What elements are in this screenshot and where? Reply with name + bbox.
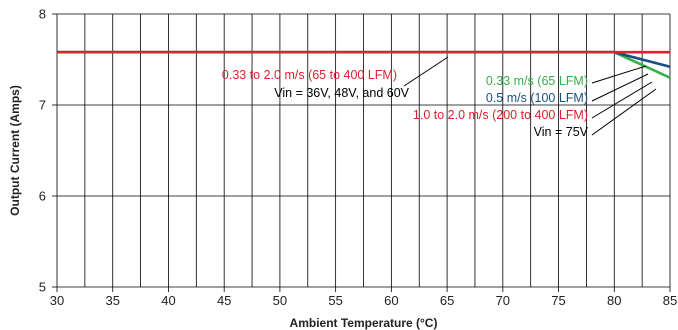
y-axis-title: Output Current (Amps) — [8, 85, 22, 216]
y-tick-label: 6 — [39, 189, 46, 204]
annotation-leader-line — [403, 56, 449, 87]
annotation-vin-75: Vin = 75V — [534, 125, 589, 139]
annotation-leaders — [403, 56, 657, 136]
x-tick-label: 85 — [663, 293, 677, 308]
y-axis-ticks: 5 6 7 8 — [39, 7, 57, 295]
x-tick-label: 50 — [273, 293, 287, 308]
y-tick-label: 7 — [39, 98, 46, 113]
annotation-leader-line — [591, 73, 649, 102]
chart-grid — [56, 13, 671, 288]
annotation-airflow-1.0-2.0: 1.0 to 2.0 m/s (200 to 400 LFM) — [413, 108, 588, 122]
x-tick-label: 65 — [440, 293, 454, 308]
x-axis-ticks: 30 35 40 45 50 55 60 65 70 75 80 85 — [50, 287, 677, 308]
annotation-airflow-0.33: 0.33 m/s (65 LFM) — [486, 74, 588, 88]
annotation-leader-line — [591, 65, 647, 84]
x-tick-label: 80 — [607, 293, 621, 308]
annotation-vin-36-48-60: Vin = 36V, 48V, and 60V — [274, 86, 409, 100]
y-tick-label: 5 — [39, 280, 46, 295]
x-tick-label: 75 — [551, 293, 565, 308]
annotation-leader-line — [591, 88, 657, 136]
chart-series — [57, 50, 671, 79]
x-tick-label: 35 — [105, 293, 119, 308]
x-tick-label: 45 — [217, 293, 231, 308]
y-tick-label: 8 — [39, 7, 46, 22]
x-tick-label: 40 — [161, 293, 175, 308]
x-axis-title: Ambient Temperature (°C) — [290, 316, 438, 330]
x-tick-label: 30 — [50, 293, 64, 308]
x-tick-label: 60 — [384, 293, 398, 308]
annotation-leader-line — [591, 81, 653, 119]
x-tick-label: 70 — [496, 293, 510, 308]
x-tick-label: 55 — [328, 293, 342, 308]
annotation-airflow-0.5: 0.5 m/s (100 LFM) — [486, 91, 588, 105]
annotation-airflow-all-low-vin: 0.33 to 2.0 m/s (65 to 400 LFM) — [222, 68, 397, 82]
